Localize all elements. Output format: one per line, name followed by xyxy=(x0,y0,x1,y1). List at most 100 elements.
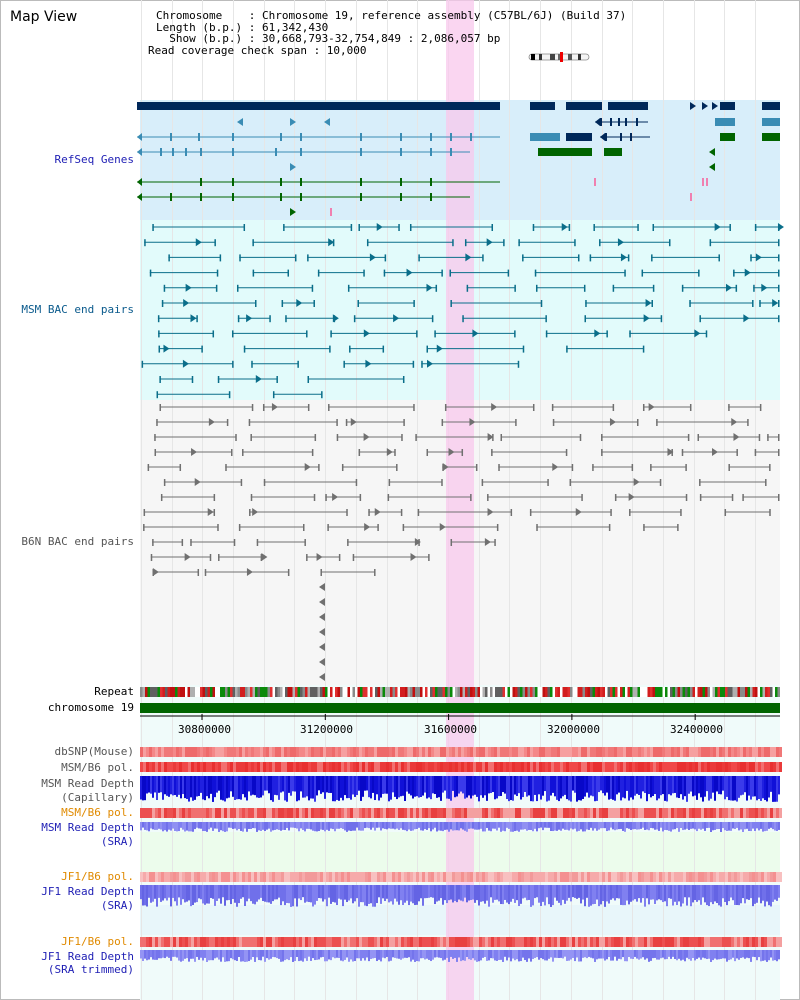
repeat-seg xyxy=(625,687,628,697)
label-jf1-b6-pol-2[interactable]: JF1/B6 pol. xyxy=(61,935,134,948)
jf1-depth-trimmed xyxy=(260,950,262,961)
jf1-pol-heat xyxy=(176,872,179,882)
jf1-depth-trimmed xyxy=(618,950,620,959)
msm-pol-heat xyxy=(185,762,188,772)
msm-pol-heat xyxy=(644,762,647,772)
label-b6n-bac-end-pairs[interactable]: B6N BAC end pairs xyxy=(21,535,134,548)
gene-block xyxy=(530,102,555,110)
label-refseq-genes[interactable]: RefSeq Genes xyxy=(54,153,134,166)
msm-pol-heat xyxy=(599,762,602,772)
jf1-depth-trimmed xyxy=(696,950,698,959)
jf1-pol2-heat xyxy=(140,937,143,947)
dbsnp-heat xyxy=(167,747,170,757)
label-msm-b6-pol-2[interactable]: MSM/B6 pol. xyxy=(61,806,134,819)
repeat-seg xyxy=(702,687,705,697)
label-jf1-depth-trimmed-1[interactable]: JF1 Read Depth xyxy=(41,950,134,963)
msm-pair-end xyxy=(627,254,630,262)
repeat-seg xyxy=(727,687,730,697)
dbsnp-heat xyxy=(272,747,275,757)
msm-depth-capillary xyxy=(438,776,440,798)
dbsnp-heat xyxy=(578,747,581,757)
repeat-seg xyxy=(245,687,248,697)
msm-depth-sra xyxy=(514,822,516,832)
msm-pol-heat xyxy=(314,762,317,772)
msm-pol2-heat xyxy=(296,808,299,818)
jf1-depth-sra xyxy=(628,885,630,905)
jf1-pol2-heat xyxy=(503,937,506,947)
b6n-pair-end xyxy=(238,524,241,531)
b6n-pair-end xyxy=(529,509,532,516)
gridline xyxy=(417,0,418,1000)
jf1-depth-trimmed xyxy=(296,950,298,958)
msm-pol-heat xyxy=(653,762,656,772)
jf1-depth-sra xyxy=(386,885,388,899)
msm-depth-capillary xyxy=(406,776,408,792)
msm-depth-capillary xyxy=(762,776,764,799)
repeat-seg xyxy=(745,687,748,697)
jf1-depth-sra xyxy=(582,885,584,900)
msm-pol2-heat xyxy=(311,808,314,818)
jf1-pol2-heat xyxy=(725,937,728,947)
dbsnp-heat xyxy=(611,747,614,757)
label-msm-depth-sra-1[interactable]: MSM Read Depth xyxy=(41,821,134,834)
msm-pol2-heat xyxy=(602,808,605,818)
b6n-pair-end xyxy=(758,434,761,441)
msm-depth-sra xyxy=(450,822,452,830)
jf1-depth-sra xyxy=(200,885,202,900)
msm-depth-sra xyxy=(202,822,204,832)
msm-depth-capillary xyxy=(540,776,542,800)
gene-arrow xyxy=(690,102,696,110)
msm-pol2-heat xyxy=(608,808,611,818)
label-dbsnp[interactable]: dbSNP(Mouse) xyxy=(54,745,134,758)
b6n-pair-end xyxy=(731,494,734,501)
msm-depth-capillary xyxy=(428,776,430,798)
dbsnp-heat xyxy=(650,747,653,757)
jf1-depth-trimmed xyxy=(272,950,274,958)
msm-pair-end xyxy=(272,391,275,399)
msm-pol-heat xyxy=(647,762,650,772)
label-jf1-depth-sra-1[interactable]: JF1 Read Depth xyxy=(41,885,134,898)
jf1-pol-heat xyxy=(464,872,467,882)
gene-block xyxy=(604,148,622,156)
msm-depth-sra xyxy=(522,822,524,830)
msm-pair-end xyxy=(307,254,309,262)
label-msm-bac-end-pairs[interactable]: MSM BAC end pairs xyxy=(21,303,134,316)
msm-depth-capillary xyxy=(174,776,176,796)
jf1-pol2-heat xyxy=(707,937,710,947)
jf1-depth-sra xyxy=(356,885,358,899)
jf1-pol-heat xyxy=(737,872,740,882)
repeat-seg xyxy=(525,687,528,697)
jf1-depth-trimmed xyxy=(254,950,256,962)
repeat-seg xyxy=(545,687,548,697)
label-msm-depth-capillary-1[interactable]: MSM Read Depth xyxy=(41,777,134,790)
label-jf1-b6-pol-1[interactable]: JF1/B6 pol. xyxy=(61,870,134,883)
msm-depth-capillary xyxy=(724,776,726,800)
jf1-depth-trimmed xyxy=(198,950,200,960)
gene-arrow xyxy=(715,118,720,126)
jf1-depth-trimmed xyxy=(328,950,330,960)
msm-pol2-heat xyxy=(257,808,260,818)
jf1-depth-sra xyxy=(150,885,152,903)
msm-depth-sra xyxy=(498,822,500,828)
jf1-depth-sra xyxy=(646,885,648,899)
msm-depth-capillary xyxy=(464,776,466,799)
msm-depth-capillary xyxy=(502,776,504,793)
msm-pol2-heat xyxy=(647,808,650,818)
msm-pol2-heat xyxy=(461,808,464,818)
jf1-depth-trimmed xyxy=(520,950,522,962)
jf1-depth-sra xyxy=(630,885,632,902)
jf1-depth-trimmed xyxy=(716,950,718,960)
msm-pol2-heat xyxy=(629,808,632,818)
label-msm-b6-pol-1[interactable]: MSM/B6 pol. xyxy=(61,761,134,774)
chromosome-ideogram[interactable] xyxy=(528,52,590,62)
msm-depth-capillary xyxy=(252,776,254,795)
jf1-depth-sra xyxy=(274,885,276,900)
dbsnp-heat xyxy=(173,747,176,757)
dbsnp-heat xyxy=(425,747,428,757)
jf1-depth-trimmed xyxy=(456,950,458,962)
msm-depth-capillary xyxy=(356,776,358,796)
msm-pol-heat xyxy=(290,762,293,772)
msm-depth-capillary xyxy=(520,776,522,800)
msm-pol2-heat xyxy=(557,808,560,818)
msm-depth-sra xyxy=(508,822,510,829)
